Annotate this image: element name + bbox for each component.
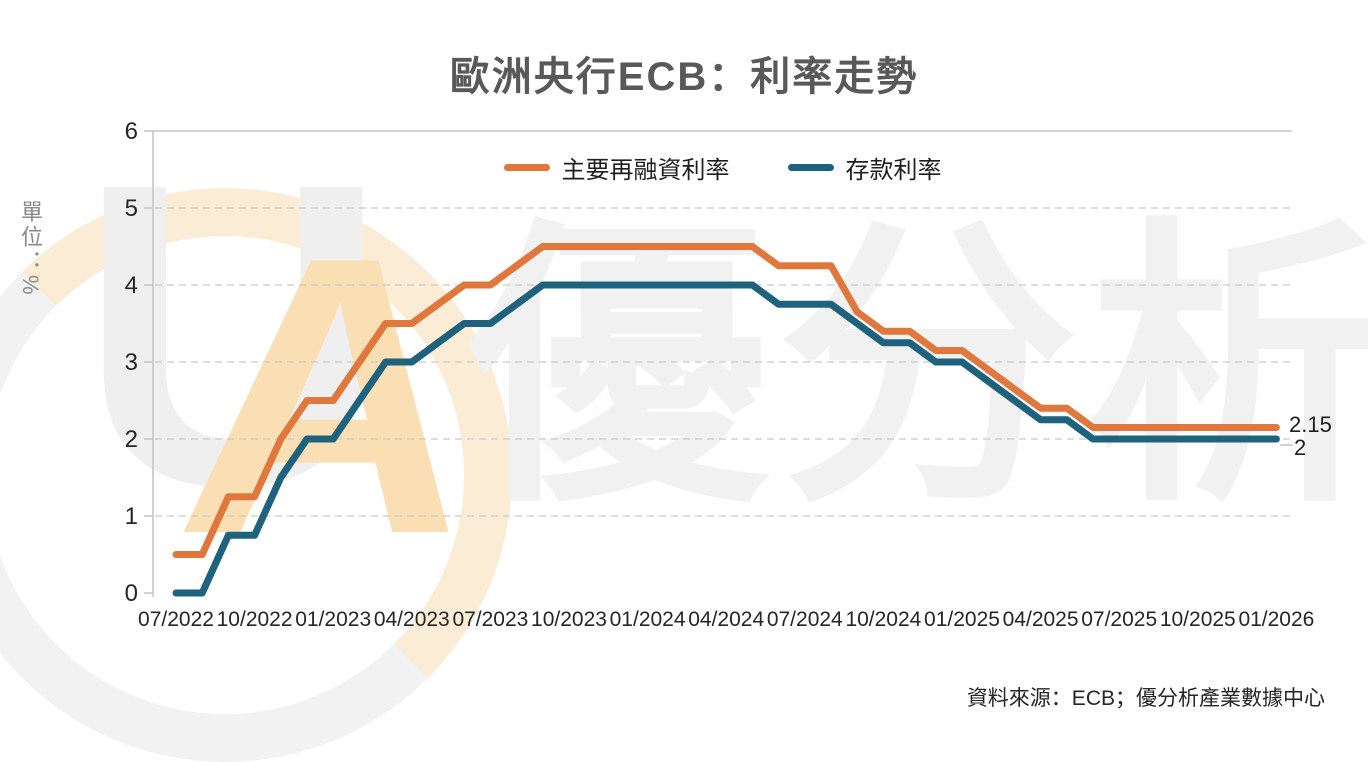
data-source-note: 資料來源：ECB；優分析產業數據中心 (966, 687, 1325, 710)
x-tick-label-07-2025: 07/2025 (1081, 608, 1157, 631)
deposit-rate-line (172, 281, 1280, 597)
legend-label-deposit: 存款利率 (845, 157, 942, 184)
main-refi-line-swatch-icon (503, 164, 550, 171)
y-tick-label-4: 4 (125, 272, 138, 299)
x-tick-label-10-2024: 10/2024 (845, 608, 921, 631)
x-tick-label-01-2024: 01/2024 (610, 608, 686, 631)
x-tick-label-04-2025: 04/2025 (1003, 608, 1079, 631)
chart-title: 歐洲央行ECB：利率走勢 (449, 55, 919, 99)
x-tick-label-07-2024: 07/2024 (767, 608, 843, 631)
x-tick-label-04-2023: 04/2023 (374, 608, 450, 631)
y-tick-label-3: 3 (125, 349, 138, 376)
x-tick-label-01-2025: 01/2025 (924, 608, 1000, 631)
main-refi-rate-line (172, 243, 1280, 558)
deposit-end-value-label: 2 (1294, 435, 1307, 460)
legend: 主要再融資利率 存款利率 (153, 150, 1292, 185)
x-tick-label-07-2022: 07/2022 (138, 608, 214, 631)
x-tick-label-04-2024: 04/2024 (688, 608, 764, 631)
y-axis-title: 單位：% (18, 200, 43, 298)
x-tick-label-07-2023: 07/2023 (452, 608, 528, 631)
legend-item-deposit: 存款利率 (787, 150, 942, 185)
y-tick-label-6: 6 (125, 118, 138, 145)
x-tick-label-10-2025: 10/2025 (1160, 608, 1236, 631)
x-tick-label-10-2022: 10/2022 (217, 608, 293, 631)
y-tick-label-5: 5 (125, 195, 138, 222)
x-tick-label-01-2023: 01/2023 (295, 608, 371, 631)
y-tick-label-1: 1 (125, 503, 138, 530)
y-tick-label-0: 0 (125, 580, 138, 607)
x-tick-label-10-2023: 10/2023 (531, 608, 607, 631)
y-tick-label-2: 2 (125, 426, 138, 453)
deposit-line-swatch-icon (787, 164, 834, 171)
legend-label-main-refi: 主要再融資利率 (561, 157, 730, 184)
legend-item-main-refi: 主要再融資利率 (503, 150, 730, 185)
x-tick-label-01-2026: 01/2026 (1238, 608, 1314, 631)
main-refi-end-value-label: 2.15 (1289, 412, 1332, 437)
